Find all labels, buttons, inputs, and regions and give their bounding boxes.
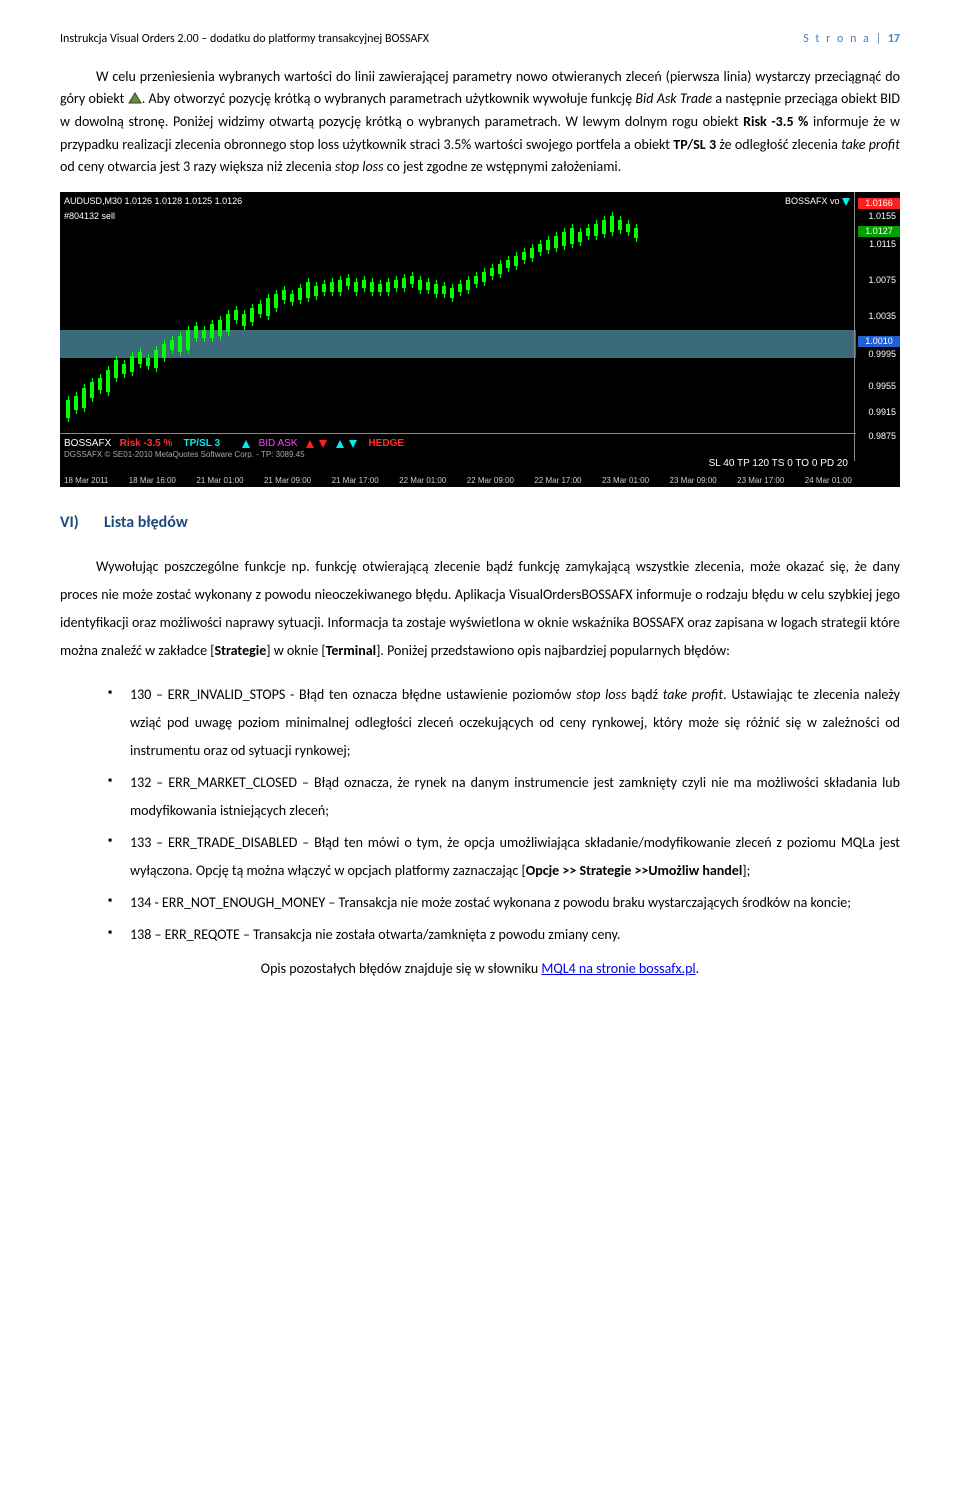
y-tick: 0.9955 — [868, 380, 896, 394]
x-tick: 22 Mar 17:00 — [534, 475, 581, 487]
chart-vo-label: BOSSAFX vo — [785, 195, 850, 209]
x-tick: 22 Mar 01:00 — [399, 475, 446, 487]
intro-paragraph: W celu przeniesienia wybranych wartości … — [60, 66, 900, 178]
x-axis: 18 Mar 2011 18 Mar 16:00 21 Mar 01:00 21 Ma… — [60, 475, 856, 487]
y-tick: 1.0155 — [868, 210, 896, 224]
error-item: 130 – ERR_INVALID_STOPS - Błąd ten oznac… — [108, 681, 900, 765]
page-header: Instrukcja Visual Orders 2.00 – dodatku … — [60, 30, 900, 48]
x-tick: 21 Mar 17:00 — [332, 475, 379, 487]
x-tick: 24 Mar 01:00 — [805, 475, 852, 487]
x-tick: 18 Mar 2011 — [64, 475, 108, 487]
chart-params: SL 40 TP 120 TS 0 TO 0 PD 20 — [709, 456, 848, 471]
section-paragraph: Wywołując poszczególne funkcje np. funkc… — [60, 553, 900, 665]
price-chart: AUDUSD,M30 1.0126 1.0128 1.0125 1.0126 B… — [60, 192, 900, 487]
y-tick: 1.0035 — [868, 310, 896, 324]
doc-title: Instrukcja Visual Orders 2.00 – dodatku … — [60, 30, 429, 48]
section-heading: VI)Lista błędów — [60, 511, 900, 535]
y-tick: 0.9995 — [868, 348, 896, 362]
page-number: S t r o n a | 17 — [803, 30, 900, 48]
y-tick: 0.9915 — [868, 406, 896, 420]
x-tick: 21 Mar 01:00 — [196, 475, 243, 487]
mql4-link[interactable]: MQL4 na stronie bossafx.pl — [541, 960, 695, 977]
indicator-panel: BOSSAFX Risk -3.5 % TP/SL 3 BID ASK HEDG… — [60, 433, 856, 475]
bid-ask-panel: BID3ASK 1.012901.0126 — [712, 192, 896, 194]
footer-link-line: Opis pozostałych błędów znajduje się w s… — [60, 955, 900, 983]
x-tick: 18 Mar 16:00 — [129, 475, 176, 487]
x-tick: 23 Mar 09:00 — [670, 475, 717, 487]
error-list: 130 – ERR_INVALID_STOPS - Błąd ten oznac… — [60, 681, 900, 949]
x-tick: 22 Mar 09:00 — [467, 475, 514, 487]
x-tick: 21 Mar 09:00 — [264, 475, 311, 487]
error-item: 133 – ERR_TRADE_DISABLED – Błąd ten mówi… — [108, 829, 900, 885]
price-marker: 1.0010 — [858, 336, 900, 347]
triangle-icon — [128, 89, 142, 111]
error-item: 132 – ERR_MARKET_CLOSED – Błąd oznacza, … — [108, 769, 900, 825]
error-item: 134 - ERR_NOT_ENOUGH_MONEY – Transakcja … — [108, 889, 900, 917]
y-tick: 1.0115 — [869, 238, 896, 252]
price-marker: 1.0127 — [858, 226, 900, 237]
x-tick: 23 Mar 01:00 — [602, 475, 649, 487]
chart-pair-info: AUDUSD,M30 1.0126 1.0128 1.0125 1.0126 — [64, 195, 242, 209]
y-tick: 1.0075 — [868, 274, 896, 288]
error-item: 138 – ERR_REQOTE – Transakcja nie został… — [108, 921, 900, 949]
candlesticks — [66, 210, 852, 447]
y-tick: 0.9875 — [868, 430, 896, 444]
x-tick: 23 Mar 17:00 — [737, 475, 784, 487]
price-marker: 1.0166 — [858, 198, 900, 209]
